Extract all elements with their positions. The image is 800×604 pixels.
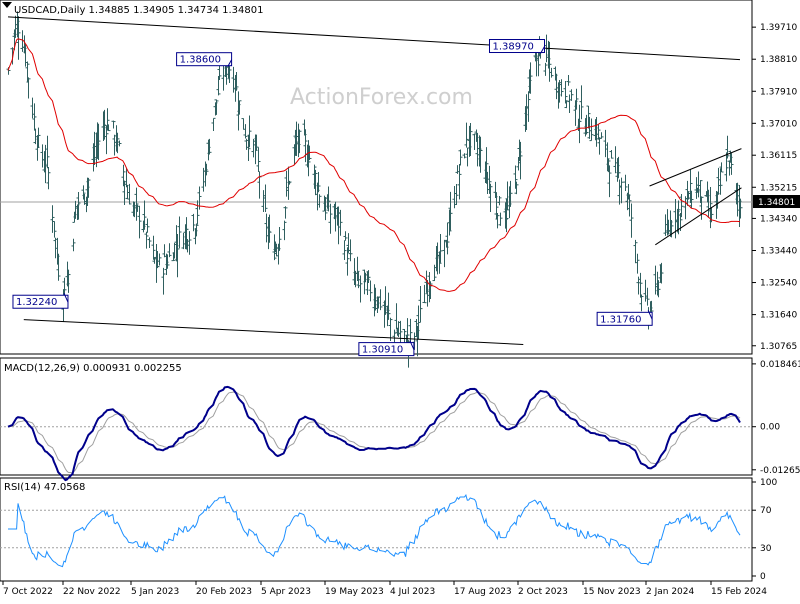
rsi-title: RSI(14) 47.0568 (4, 482, 85, 493)
wedge-lower-line (655, 187, 742, 246)
price-tick-label: 1.34340 (760, 214, 797, 224)
macd-title: MACD(12,26,9) 0.000931 0.002255 (4, 363, 182, 374)
swing-pointer-line (409, 340, 415, 350)
macd-tick-label: 0.018461 (760, 360, 800, 370)
date-tick-label: 17 Aug 2023 (454, 587, 512, 597)
macd-tick-label: 0.00 (760, 423, 780, 433)
date-tick-label: 2 Jan 2024 (646, 587, 694, 597)
swing-label-box (176, 52, 233, 67)
date-tick-label: 7 Oct 2022 (3, 587, 53, 597)
price-tick-label: 1.37910 (760, 87, 797, 97)
macd-tick-label: -0.012657 (760, 466, 800, 476)
upper-channel-line (7, 16, 741, 61)
date-tick-label: 20 Feb 2023 (196, 587, 252, 597)
price-tick-label: 1.33440 (760, 246, 797, 256)
price-title: USDCAD,Daily 1.34885 1.34905 1.34734 1.3… (14, 5, 264, 16)
moving-average-line (7, 38, 741, 292)
date-tick-label: 4 Jul 2023 (390, 587, 435, 597)
price-tick-label: 1.31640 (760, 311, 797, 321)
date-tick-label: 19 May 2023 (325, 587, 384, 597)
swing-label: 1.30910 (362, 345, 403, 356)
rsi-tick-label: 100 (760, 478, 777, 488)
date-tick-label: 22 Nov 2022 (63, 587, 121, 597)
price-tick-label: 1.39710 (760, 23, 797, 33)
swing-label: 1.38600 (180, 55, 221, 66)
macd-line (7, 385, 741, 482)
date-tick-label: 15 Nov 2023 (583, 587, 641, 597)
date-tick-label: 5 Apr 2023 (261, 587, 311, 597)
price-tick-label: 1.35215 (760, 183, 797, 193)
swing-pointer-line (647, 310, 653, 320)
last-price-label: 1.34801 (758, 198, 795, 208)
rsi-tick-label: 70 (760, 506, 772, 516)
rsi-tick-label: 0 (760, 572, 766, 582)
swing-pointer-line (540, 46, 545, 54)
swing-label: 1.31760 (600, 314, 641, 325)
price-tick-label: 1.38810 (760, 55, 797, 65)
watermark: ActionForex.com (290, 85, 473, 110)
swing-pointer-line (63, 293, 69, 303)
rsi-tick-label: 30 (760, 544, 772, 554)
dropdown-arrow-icon[interactable] (2, 2, 12, 8)
price-tick-label: 1.32540 (760, 279, 797, 289)
date-tick-label: 2 Oct 2023 (518, 587, 568, 597)
price-tick-label: 1.30765 (760, 342, 797, 352)
rsi-line (8, 494, 741, 568)
swing-label-box (488, 39, 545, 54)
swing-label: 1.32240 (16, 297, 57, 308)
date-tick-label: 15 Feb 2024 (711, 587, 767, 597)
date-tick-label: 5 Jan 2023 (131, 587, 179, 597)
wedge-upper-line (649, 148, 742, 187)
price-tick-label: 1.36115 (760, 151, 797, 161)
rsi-panel (0, 477, 753, 582)
swing-label: 1.38970 (492, 42, 533, 53)
price-tick-label: 1.37010 (760, 119, 797, 129)
swing-pointer-line (227, 59, 233, 67)
last-price-marker (753, 195, 800, 209)
lower-channel-line (23, 319, 524, 346)
